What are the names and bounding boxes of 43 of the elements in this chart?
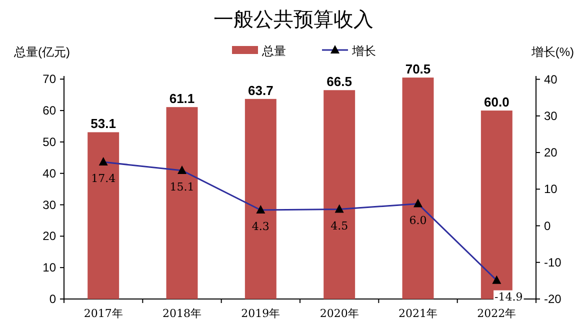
y-axis-title: 总量(亿元) <box>13 45 70 59</box>
legend-label: 总量 <box>261 44 286 58</box>
x-tick-label: 2021年 <box>398 307 438 320</box>
data-label: 66.5 <box>326 74 352 90</box>
y-tick-label: 0 <box>49 292 56 306</box>
y-tick-label: 10 <box>42 260 56 275</box>
y2-tick-label: -20 <box>544 292 562 306</box>
x-tick-label: 2018年 <box>162 307 202 320</box>
data-label: -14.9 <box>494 290 523 304</box>
y-tick-label: 50 <box>42 134 56 149</box>
x-tick-label: 2017年 <box>84 307 123 320</box>
data-label: 4.3 <box>252 220 270 234</box>
y-tick-label: 30 <box>42 198 56 212</box>
data-label: 17.4 <box>91 172 116 186</box>
x-tick-label: 2019年 <box>241 307 280 320</box>
y2-tick-label: 40 <box>544 72 558 86</box>
y-tick-label: 20 <box>42 229 56 244</box>
data-label: 63.7 <box>248 82 274 98</box>
bar <box>166 107 198 299</box>
legend-label: 增长 <box>351 44 376 58</box>
data-label: 53.1 <box>90 116 116 132</box>
bar <box>88 132 120 299</box>
data-label: 60.0 <box>484 94 510 110</box>
y-tick-label: 40 <box>42 166 56 180</box>
x-tick-label: 2022年 <box>477 307 516 320</box>
bar <box>324 90 356 299</box>
data-label: 4.5 <box>330 219 348 232</box>
data-label: 15.1 <box>170 180 194 194</box>
y2-tick-label: 20 <box>544 146 558 160</box>
y2-axis-title: 增长(%) <box>530 45 574 59</box>
y2-tick-label: -10 <box>544 255 562 270</box>
x-tick-label: 2020年 <box>320 307 359 320</box>
chart-title: 一般公共预算收入 <box>214 7 374 31</box>
data-label: 6.0 <box>409 214 427 227</box>
y2-tick-label: 30 <box>544 108 558 123</box>
y2-tick-label: 0 <box>544 218 551 233</box>
y-tick-label: 70 <box>42 72 56 86</box>
y2-tick-label: 10 <box>544 182 558 196</box>
y-tick-label: 60 <box>42 104 56 118</box>
data-label: 70.5 <box>405 62 431 77</box>
bar <box>402 78 434 299</box>
bar <box>244 98 276 299</box>
data-label: 61.1 <box>169 91 195 106</box>
